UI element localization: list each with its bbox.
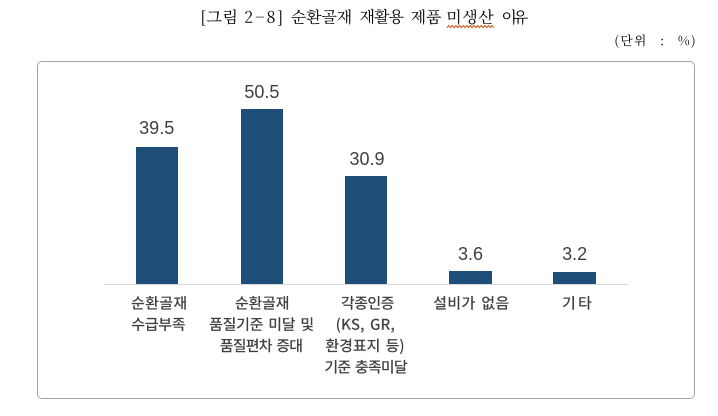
svg-text:39.5: 39.5 <box>139 118 174 138</box>
svg-text:30.9: 30.9 <box>349 149 384 169</box>
svg-text:50.5: 50.5 <box>244 82 279 102</box>
svg-text:3.2: 3.2 <box>562 244 587 264</box>
svg-text:3.6: 3.6 <box>458 244 483 264</box>
